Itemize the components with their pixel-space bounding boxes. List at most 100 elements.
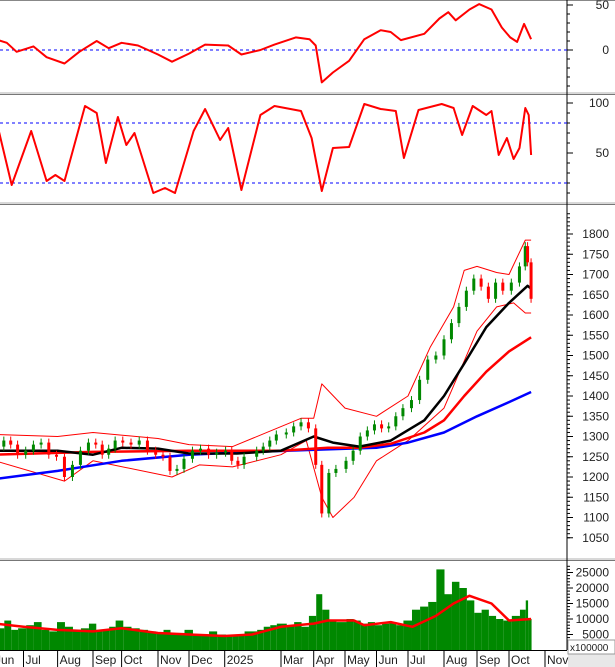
- candle-body: [268, 440, 272, 447]
- volume-bar: [270, 625, 277, 650]
- price-tick-label: 1500: [582, 349, 609, 363]
- x-axis-month-label: Oct: [511, 653, 530, 667]
- candle-body: [284, 432, 288, 435]
- volume-bar: [33, 622, 42, 650]
- volume-bar: [184, 629, 193, 650]
- volume-bar: [396, 625, 404, 650]
- volume-bar: [232, 636, 239, 650]
- candle-body: [190, 450, 194, 459]
- price-tick-label: 1750: [582, 247, 609, 261]
- volume-bar: [466, 600, 475, 650]
- candle-body: [24, 450, 28, 455]
- osc1-series-line: [0, 3, 533, 84]
- candle-body: [47, 442, 51, 455]
- candle-body: [409, 400, 413, 409]
- volume-ma-line: [0, 594, 532, 638]
- volume-bar: [474, 612, 482, 650]
- volume-bar: [109, 626, 116, 650]
- candle-body: [107, 448, 111, 455]
- volume-bar: [346, 619, 354, 650]
- volume-bar: [403, 620, 412, 650]
- volume-bar: [156, 632, 164, 650]
- candle-body: [175, 468, 179, 471]
- candle-body: [182, 458, 186, 469]
- candle-body: [526, 246, 530, 263]
- candle-body: [2, 440, 6, 447]
- candle-body: [94, 442, 98, 445]
- volume-tick-label: 15000: [576, 597, 610, 611]
- candle-body: [344, 460, 348, 469]
- volume-bar: [217, 634, 227, 650]
- volume-bar: [444, 594, 452, 650]
- candle-body: [274, 434, 278, 441]
- candle-body: [472, 278, 476, 291]
- volume-bar: [80, 628, 89, 650]
- volume-bar: [177, 632, 185, 650]
- volume-bar: [503, 620, 512, 650]
- volume-unit-label: x100000: [570, 643, 609, 654]
- candle-body: [137, 440, 141, 445]
- volume-bar: [123, 626, 132, 650]
- volume-bar: [26, 625, 34, 650]
- candle-body: [434, 355, 438, 360]
- candle-body: [365, 430, 369, 437]
- volume-bar: [4, 620, 12, 650]
- candle-body: [479, 278, 483, 287]
- volume-bar: [528, 619, 532, 650]
- candle-body: [464, 290, 468, 307]
- x-axis-area: [0, 650, 615, 667]
- candle-body: [314, 428, 318, 465]
- volume-bar: [147, 631, 157, 650]
- candle-body: [39, 442, 43, 445]
- candle-body: [306, 422, 310, 429]
- candle-body: [261, 446, 265, 451]
- candle-body: [100, 444, 104, 455]
- volume-bar: [170, 634, 178, 650]
- x-axis-month-label: Jun: [379, 653, 398, 667]
- volume-bar: [488, 615, 497, 650]
- candle-body: [154, 450, 158, 455]
- volume-bar: [481, 609, 489, 650]
- candle-body: [236, 460, 240, 465]
- candle-body: [70, 464, 74, 477]
- volume-bar: [257, 629, 264, 650]
- volume-bar: [18, 628, 27, 650]
- x-axis-month-label: Jul: [26, 653, 41, 667]
- price-separator: [0, 558, 615, 561]
- price-tick-label: 1050: [582, 531, 609, 545]
- candle-body: [255, 450, 259, 457]
- volume-tick-label: 5000: [582, 628, 609, 642]
- price-tick-label: 1450: [582, 369, 609, 383]
- volume-bar: [336, 622, 347, 650]
- volume-bar: [420, 606, 429, 650]
- price-tick-label: 1400: [582, 389, 609, 403]
- x-axis-month-label: Oct: [124, 653, 143, 667]
- volume-bar: [244, 631, 258, 650]
- price-tick-label: 1800: [582, 227, 609, 241]
- osc1-tick-label: 50: [596, 0, 610, 12]
- x-axis-month-label: Nov: [547, 653, 568, 667]
- volume-bar: [192, 634, 202, 650]
- price-tick-label: 1150: [583, 490, 609, 504]
- x-axis-month-label: Aug: [446, 653, 467, 667]
- candle-body: [199, 448, 203, 451]
- x-axis-month-label: 2025: [227, 653, 254, 667]
- x-axis-month-label: Apr: [316, 653, 335, 667]
- price-tick-label: 1650: [582, 288, 609, 302]
- osc2-tick-label: 50: [596, 146, 610, 160]
- candle-body: [372, 424, 376, 431]
- volume-tick-label: 10000: [576, 612, 610, 626]
- ma-long-line: [0, 390, 532, 480]
- volume-bar: [459, 588, 467, 650]
- candle-body: [113, 440, 117, 449]
- ma-short-line: [0, 284, 532, 456]
- volume-bar: [322, 609, 330, 650]
- ma-mid-line: [0, 336, 532, 456]
- candle-body: [224, 450, 228, 453]
- candle-body: [442, 339, 446, 356]
- bollinger-upper-line: [0, 239, 532, 448]
- candle-body: [31, 444, 35, 451]
- candle-body: [299, 422, 303, 427]
- bollinger-lower-line: [0, 302, 532, 518]
